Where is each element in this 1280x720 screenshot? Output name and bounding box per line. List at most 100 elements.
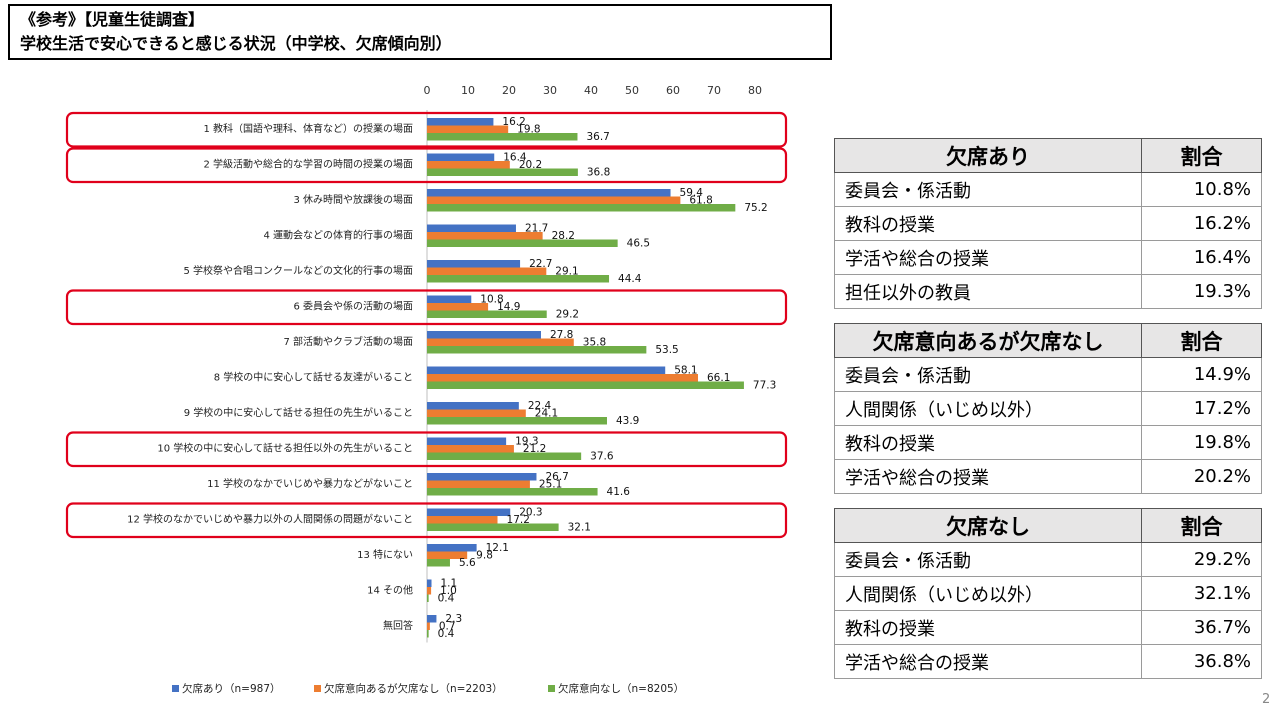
data-label: 12.1 <box>486 542 509 554</box>
data-label: 58.1 <box>674 365 697 377</box>
highlight-box <box>65 289 788 326</box>
bar <box>427 508 511 516</box>
table-cell-label: 委員会・係活動 <box>834 357 1142 392</box>
data-label: 75.2 <box>744 202 767 214</box>
bar <box>427 630 429 638</box>
title-box: 《参考》【児童生徒調査】 学校生活で安心できると感じる状況（中学校、欠席傾向別） <box>8 4 832 60</box>
category-label: 10 学校の中に安心して話せる担任以外の先生がいること <box>157 442 413 455</box>
category-label: 13 特にない <box>357 549 413 561</box>
table-cell-label: 人間関係（いじめ以外） <box>834 576 1142 611</box>
bar <box>427 275 610 283</box>
table-cell-value: 10.8% <box>1141 172 1262 207</box>
data-label: 41.6 <box>607 486 631 498</box>
table-header: 欠席あり <box>834 138 1142 173</box>
data-label: 29.1 <box>555 266 578 278</box>
bar <box>427 417 607 425</box>
bar <box>427 366 666 374</box>
table-header: 欠席なし <box>834 508 1142 543</box>
category-label: 12 学校のなかでいじめや暴力以外の人間関係の問題がないこと <box>127 513 413 526</box>
table-cell-value: 19.8% <box>1141 425 1262 460</box>
data-label: 43.9 <box>616 415 639 427</box>
data-label: 61.8 <box>689 195 712 207</box>
category-label: 無回答 <box>383 619 413 632</box>
data-label: 17.2 <box>507 514 530 526</box>
table-row: 教科の授業 36.7% <box>834 610 1262 645</box>
bar <box>427 488 598 496</box>
data-label: 37.6 <box>590 451 614 463</box>
table-row: 教科の授業 19.8% <box>834 425 1262 460</box>
bar <box>427 118 494 126</box>
bar <box>427 161 510 169</box>
bar <box>427 445 514 453</box>
bar <box>427 232 543 240</box>
highlight-box <box>65 431 788 468</box>
data-label: 32.1 <box>568 522 591 534</box>
table-row: 委員会・係活動 29.2% <box>834 542 1262 577</box>
bar <box>427 295 472 303</box>
category-label: 14 その他 <box>367 584 413 597</box>
bar <box>427 480 530 488</box>
legend-swatch <box>172 685 179 692</box>
bar <box>427 338 574 346</box>
bar <box>427 523 559 531</box>
data-label: 16.4 <box>503 152 527 164</box>
category-label: 5 学校祭や合唱コンクールなどの文化的行事の場面 <box>183 264 413 277</box>
table-row: 学活や総合の授業 16.4% <box>834 240 1262 275</box>
bar <box>427 153 495 161</box>
table-intent-no-absence: 欠席意向あるが欠席なし 割合 委員会・係活動 14.9% 人間関係（いじめ以外） 1… <box>834 323 1262 494</box>
bar <box>427 346 647 354</box>
data-label: 36.7 <box>586 131 609 143</box>
category-label: 8 学校の中に安心して話せる友達がいること <box>214 371 413 384</box>
table-row: 人間関係（いじめ以外） 17.2% <box>834 391 1262 426</box>
x-tick-label: 30 <box>543 84 557 97</box>
data-label: 35.8 <box>583 337 606 349</box>
data-label: 25.1 <box>539 479 562 491</box>
highlight-box <box>65 147 788 184</box>
table-cell-label: 委員会・係活動 <box>834 542 1142 577</box>
title-line-1: 《参考》【児童生徒調査】 <box>20 10 205 29</box>
table-header: 欠席意向あるが欠席なし <box>834 323 1142 358</box>
data-label: 59.4 <box>680 187 704 199</box>
legend-label: 欠席あり（n=987） <box>182 682 281 695</box>
data-label: 44.4 <box>618 273 642 285</box>
category-label: 9 学校の中に安心して話せる担任の先生がいること <box>184 406 413 419</box>
bar <box>427 559 450 567</box>
data-label: 2.3 <box>445 613 462 625</box>
page-number: 2 <box>1262 692 1271 707</box>
data-label: 22.7 <box>529 258 552 270</box>
bar <box>427 587 432 595</box>
table-cell-value: 29.2% <box>1141 542 1262 577</box>
data-label: 22.4 <box>528 400 552 412</box>
data-label: 20.3 <box>519 507 542 519</box>
bar <box>427 133 578 141</box>
table-cell-value: 16.4% <box>1141 240 1262 275</box>
bar <box>427 168 578 176</box>
table-absent: 欠席あり 割合 委員会・係活動 10.8% 教科の授業 16.2% 学活や総合の授業… <box>834 138 1262 309</box>
table-row: 委員会・係活動 10.8% <box>834 172 1262 207</box>
category-label: 2 学級活動や総合的な学習の時間の授業の場面 <box>203 158 413 171</box>
data-label: 77.3 <box>753 380 776 392</box>
table-row: 担任以外の教員 19.3% <box>834 274 1262 309</box>
data-label: 24.1 <box>535 408 558 420</box>
bar <box>427 303 489 311</box>
table-row: 教科の授業 16.2% <box>834 206 1262 241</box>
bar <box>427 310 547 318</box>
table-no-absence: 欠席なし 割合 委員会・係活動 29.2% 人間関係（いじめ以外） 32.1% 教科… <box>834 508 1262 679</box>
x-tick-label: 70 <box>707 84 721 97</box>
x-tick-label: 80 <box>748 84 762 97</box>
category-label: 11 学校のなかでいじめや暴力などがないこと <box>207 477 413 490</box>
bar <box>427 579 432 587</box>
category-label: 7 部活動やクラブ活動の場面 <box>283 335 413 348</box>
bar <box>427 224 516 232</box>
table-cell-label: 教科の授業 <box>834 206 1142 241</box>
category-label: 1 教科（国語や理科、体育など）の授業の場面 <box>203 122 413 135</box>
table-cell-value: 36.7% <box>1141 610 1262 645</box>
table-cell-label: 担任以外の教員 <box>834 274 1142 309</box>
data-label: 46.5 <box>627 238 650 250</box>
legend-swatch <box>548 685 555 692</box>
bar <box>427 473 537 481</box>
bar <box>427 374 699 382</box>
data-label: 29.2 <box>556 309 579 321</box>
category-label: 4 運動会などの体育的行事の場面 <box>263 229 413 242</box>
bar <box>427 452 582 460</box>
